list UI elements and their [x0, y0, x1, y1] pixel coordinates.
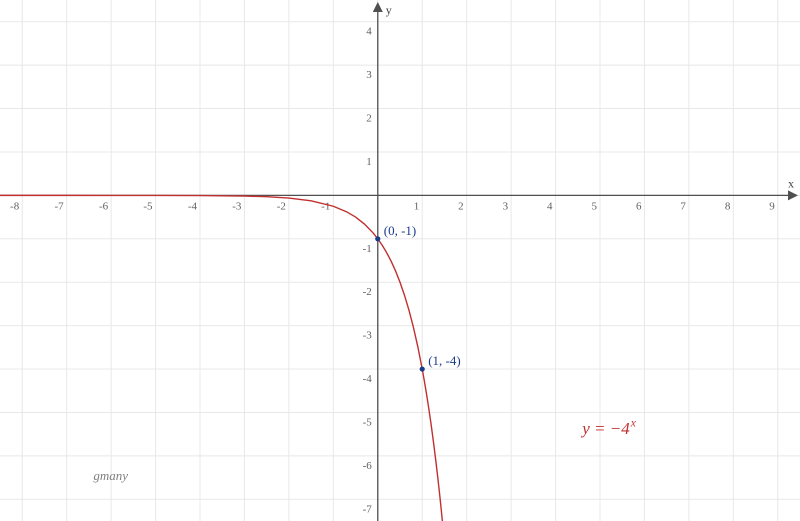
point-label: (0, -1) — [384, 223, 417, 238]
x-tick-label: 6 — [636, 200, 642, 212]
x-tick-label: 4 — [547, 200, 553, 212]
function-graph: -8 -7 -6 -5 -4 -3 -2 -1 1 2 3 4 5 6 7 8 9 -7 -6 -5 -4 -3 -2 -1 1… — [0, 0, 800, 521]
y-tick-label: -1 — [363, 243, 372, 255]
marked-point — [375, 236, 380, 241]
x-tick-label: 2 — [458, 200, 464, 212]
x-tick-label: -3 — [232, 200, 242, 212]
y-tick-label: -4 — [363, 373, 373, 385]
y-axis-label: y — [386, 3, 392, 17]
y-tick-label: 3 — [366, 69, 372, 81]
x-tick-label: -4 — [188, 200, 198, 212]
y-tick-label: -2 — [363, 286, 372, 298]
x-tick-label: 8 — [725, 200, 731, 212]
y-tick-label: -3 — [363, 330, 373, 342]
x-tick-label: -8 — [10, 200, 20, 212]
equation-label: y = −4x — [580, 417, 637, 439]
x-tick-label: 1 — [414, 200, 420, 212]
y-tick-label: -7 — [363, 503, 373, 515]
x-tick-label: -1 — [321, 200, 330, 212]
x-tick-label: 3 — [503, 200, 509, 212]
x-tick-label: -6 — [99, 200, 109, 212]
x-tick-label: 5 — [592, 200, 598, 212]
y-tick-label: -5 — [363, 416, 373, 428]
point-label: (1, -4) — [428, 353, 461, 368]
x-axis-label: x — [788, 176, 794, 190]
x-tick-label: -7 — [54, 200, 64, 212]
watermark: gmany — [93, 468, 128, 483]
chart-background — [0, 0, 800, 521]
x-tick-label: -2 — [277, 200, 286, 212]
y-tick-label: -6 — [363, 460, 373, 472]
y-tick-label: 1 — [366, 156, 372, 168]
y-tick-label: 4 — [366, 26, 372, 38]
y-tick-label: 2 — [366, 113, 372, 125]
marked-point — [420, 366, 425, 371]
x-tick-label: -5 — [143, 200, 153, 212]
x-tick-label: 7 — [680, 200, 686, 212]
x-tick-label: 9 — [769, 200, 775, 212]
